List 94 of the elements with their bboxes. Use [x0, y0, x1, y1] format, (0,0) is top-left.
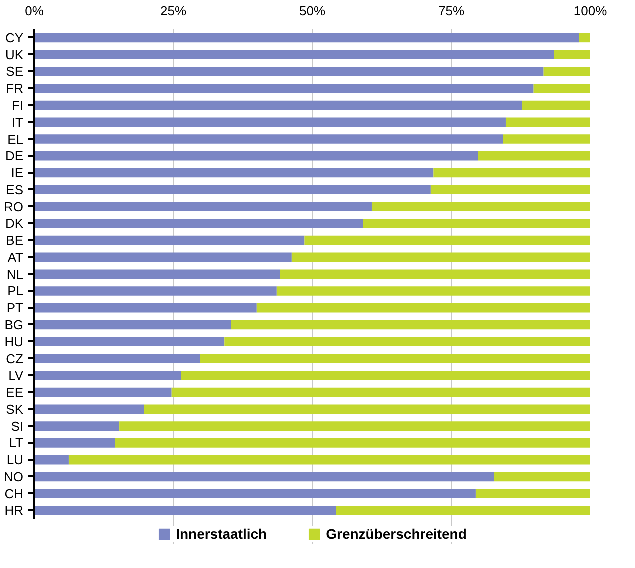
y-tick-label: IE: [11, 166, 24, 181]
y-tick-label: SK: [6, 402, 24, 417]
bar: [579, 33, 590, 43]
bar: [34, 320, 232, 330]
bar: [34, 236, 305, 246]
bar: [34, 337, 225, 347]
bar: [534, 84, 590, 94]
bar: [231, 320, 590, 330]
bar: [34, 472, 494, 482]
bar: [34, 33, 580, 43]
bar: [34, 252, 292, 262]
bar: [34, 438, 116, 448]
bar: [34, 100, 522, 110]
bar: [34, 422, 120, 431]
legend-label: Innerstaatlich: [176, 526, 268, 542]
y-tick-label: HR: [4, 503, 24, 518]
y-tick-label: BG: [4, 317, 24, 332]
y-tick-label: CY: [5, 30, 24, 46]
y-tick-label: SI: [11, 418, 24, 434]
y-tick-label: LT: [9, 436, 24, 451]
y-tick-label: SE: [6, 64, 24, 80]
bar: [292, 252, 590, 262]
x-tick-label: 50%: [299, 4, 326, 18]
bar: [34, 489, 476, 498]
y-tick-label: FR: [6, 81, 24, 96]
bar: [34, 455, 69, 465]
bar: [34, 286, 277, 296]
bar: [276, 286, 590, 296]
y-tick-label: AT: [8, 250, 24, 265]
y-tick-label: ES: [6, 182, 24, 198]
bar: [34, 168, 434, 178]
y-tick-label: DK: [5, 216, 24, 232]
bar: [34, 506, 336, 516]
bar: [476, 489, 590, 498]
y-tick-label: HU: [4, 334, 24, 350]
bar: [34, 67, 544, 76]
y-tick-label: CZ: [6, 351, 24, 366]
bar: [280, 270, 590, 279]
bar: [478, 151, 590, 161]
y-tick-label: BE: [6, 233, 24, 248]
bar: [200, 354, 590, 364]
y-tick-label: UK: [5, 47, 24, 62]
y-tick-label: LU: [6, 452, 24, 468]
bar: [224, 337, 590, 347]
y-tick-label: FI: [12, 98, 24, 113]
y-tick-label: LV: [8, 368, 24, 384]
bar: [494, 472, 590, 482]
y-tick-label: PL: [8, 284, 24, 299]
bar: [34, 151, 478, 161]
bar: [34, 202, 372, 212]
bar: [120, 422, 590, 431]
bar: [554, 50, 590, 60]
y-tick-label: EL: [8, 132, 24, 147]
bar: [503, 134, 590, 144]
bar: [34, 354, 200, 364]
bar: [34, 270, 280, 279]
y-tick-label: NO: [4, 469, 24, 484]
y-tick-label: RO: [4, 199, 24, 214]
bar: [34, 388, 172, 398]
bar: [34, 84, 534, 94]
legend-label: Grenzüberschreitend: [326, 526, 467, 542]
bar: [544, 67, 590, 76]
bar: [522, 100, 590, 110]
bar: [430, 185, 590, 195]
bar: [304, 236, 590, 246]
y-tick-label: EE: [6, 385, 24, 400]
bar: [172, 388, 590, 398]
bar: [34, 134, 504, 144]
y-tick-label: CH: [4, 486, 24, 502]
bar: [34, 404, 144, 414]
bar: [144, 404, 590, 414]
bar: [336, 506, 590, 516]
x-tick-label: 25%: [160, 4, 187, 18]
bar: [363, 219, 590, 228]
bar: [372, 202, 590, 212]
x-tick-label: 100%: [574, 4, 608, 18]
bar: [34, 371, 182, 380]
y-tick-label: NL: [6, 266, 24, 282]
y-tick-label: DE: [5, 148, 24, 164]
bar: [34, 118, 506, 128]
bar: [115, 438, 590, 448]
x-tick-label: 75%: [438, 4, 465, 18]
bar: [34, 50, 554, 60]
y-tick-label: PT: [6, 300, 24, 316]
bar: [256, 303, 590, 313]
x-tick-label: 0%: [25, 4, 44, 18]
y-tick-label: IT: [12, 114, 24, 130]
bar: [34, 219, 364, 228]
bar: [181, 371, 590, 380]
bar: [34, 185, 431, 195]
bar: [68, 455, 590, 465]
bar: [434, 168, 590, 178]
bar: [506, 118, 590, 128]
bar: [34, 303, 257, 313]
